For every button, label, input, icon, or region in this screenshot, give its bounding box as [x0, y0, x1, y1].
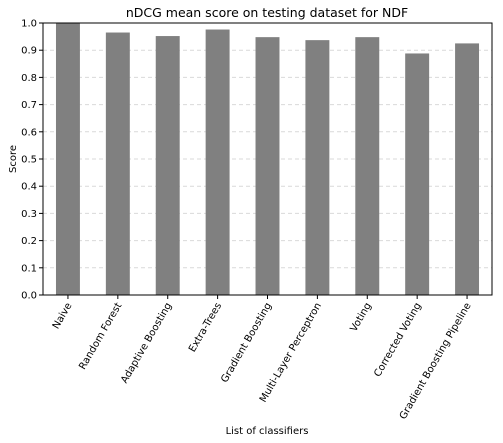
bar	[105, 32, 130, 296]
x-tick-label: Naive	[51, 301, 75, 331]
y-tick-label: 0.8	[21, 73, 37, 84]
x-tick-label: Random Forest	[77, 301, 124, 372]
x-tick-label: Corrected Voting	[372, 301, 423, 379]
x-tick-label: Voting	[349, 301, 374, 334]
bar	[455, 43, 480, 296]
y-tick-label: 0.9	[21, 46, 37, 57]
x-tick-label: Extra-Trees	[187, 301, 224, 354]
chart-title: nDCG mean score on testing dataset for N…	[126, 5, 408, 20]
y-tick-label: 0.7	[21, 100, 37, 111]
y-tick-label: 0.4	[21, 182, 37, 193]
x-tick-label: Adaptive Boosting	[119, 301, 174, 385]
y-tick-label: 0.1	[21, 263, 37, 274]
bars	[55, 23, 480, 296]
bar	[255, 37, 280, 295]
bar	[55, 23, 80, 295]
bar	[205, 29, 230, 295]
y-axis-label: Score	[8, 145, 19, 173]
bar	[305, 40, 330, 295]
x-tick-label: Gradient Boosting	[219, 301, 274, 385]
y-tick-label: 0.3	[21, 209, 37, 220]
y-tick-label: 0.5	[21, 155, 37, 166]
bar	[355, 37, 380, 295]
y-tick-label: 0.0	[21, 291, 37, 302]
y-axis-ticks: 0.0 0.1 0.2 0.3 0.4 0.5 0.6 0.7 0.8 0.9 1.0	[21, 19, 43, 302]
bar	[155, 36, 180, 295]
y-tick-label: 0.6	[21, 127, 37, 138]
y-tick-label: 1.0	[21, 19, 37, 30]
bar	[405, 53, 430, 295]
x-axis-label: List of classifiers	[226, 426, 309, 437]
y-tick-label: 0.2	[21, 236, 37, 247]
